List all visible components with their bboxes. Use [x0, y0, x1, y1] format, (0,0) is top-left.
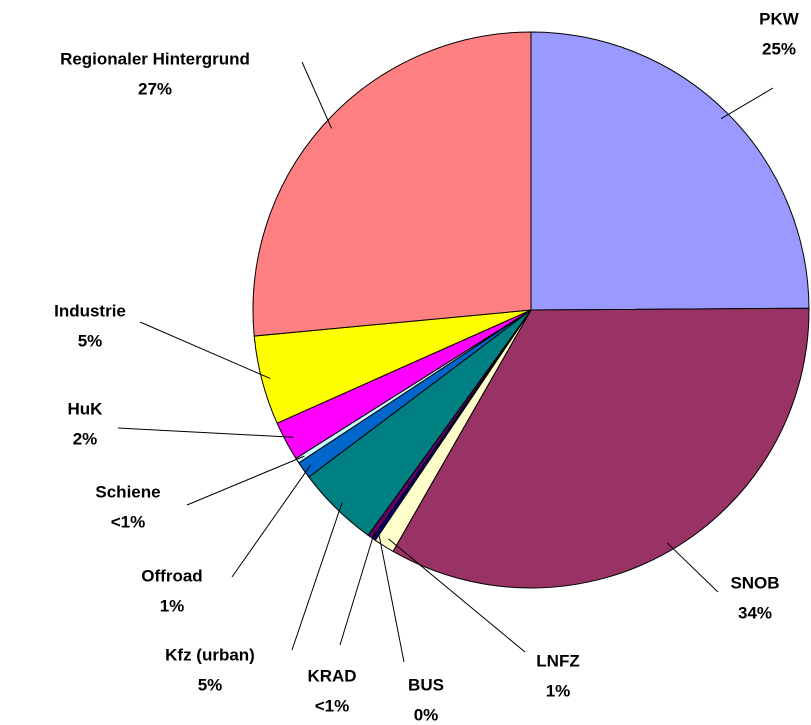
leader-line — [301, 61, 333, 129]
slice-value-label: 34% — [738, 603, 772, 622]
slice-value-label: 0% — [414, 705, 439, 724]
slice-label: HuK — [68, 399, 104, 418]
slice-label: Offroad — [141, 566, 202, 585]
leader-line — [139, 321, 271, 379]
slice-label: Kfz (urban) — [165, 645, 255, 664]
leader-line — [291, 502, 343, 651]
slice-value-label: 25% — [762, 39, 796, 58]
slice-label: Industrie — [54, 301, 126, 320]
slice-label: LNFZ — [536, 651, 579, 670]
slice-label: Schiene — [95, 482, 160, 501]
slice-label: BUS — [408, 675, 444, 694]
slice-label: KRAD — [307, 666, 356, 685]
slice-value-label: 5% — [198, 675, 223, 694]
pie-slice — [252, 31, 532, 337]
slice-value-label: 5% — [78, 331, 103, 350]
slice-label: SNOB — [730, 573, 779, 592]
leader-line — [388, 538, 526, 653]
leader-line — [186, 455, 305, 506]
leader-line — [117, 427, 294, 438]
leader-line — [378, 532, 405, 663]
slice-label: PKW — [759, 9, 800, 28]
leader-line — [666, 542, 719, 593]
pie-slice — [530, 31, 810, 311]
leader-line — [339, 529, 376, 646]
slice-value-label: 27% — [138, 79, 172, 98]
slice-value-label: 1% — [546, 681, 571, 700]
slice-value-label: 2% — [73, 429, 98, 448]
leader-line — [231, 464, 311, 578]
slice-value-label: 1% — [160, 596, 185, 615]
pie-slice — [392, 307, 810, 589]
slice-value-label: <1% — [111, 512, 146, 531]
slice-label: Regionaler Hintergrund — [60, 49, 250, 68]
leader-line — [720, 87, 774, 120]
slice-value-label: <1% — [315, 696, 350, 715]
